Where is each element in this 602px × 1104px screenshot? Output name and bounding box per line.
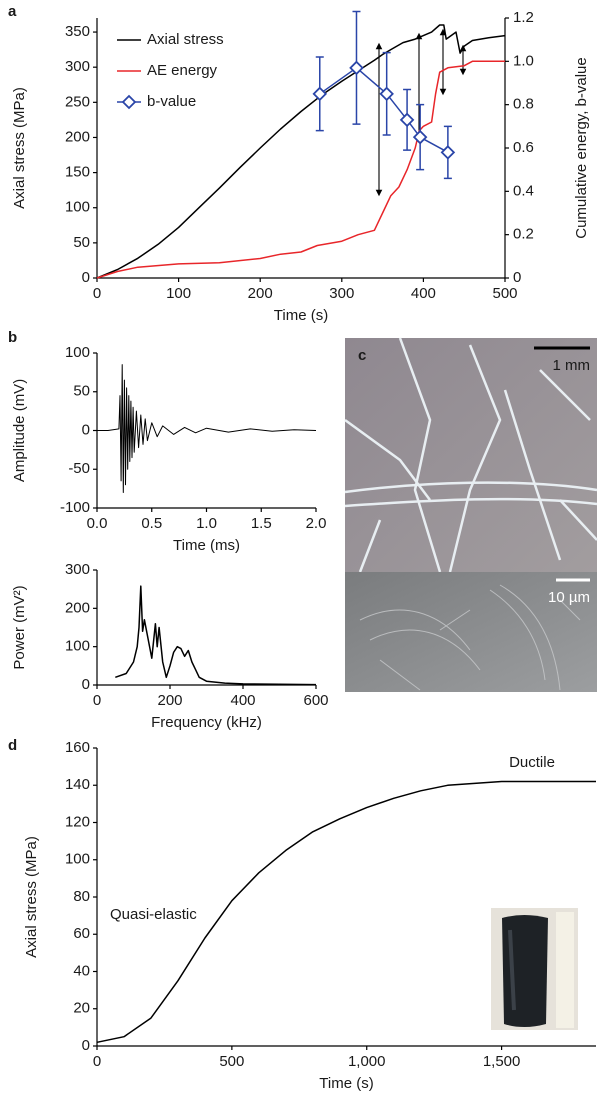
x-tick-label: 400 xyxy=(230,692,255,709)
panel-letter: a xyxy=(8,3,17,20)
scale-bar-label: 10 µm xyxy=(548,589,590,606)
stress-drop-arrows xyxy=(375,28,467,197)
x-tick-label: 200 xyxy=(248,285,273,302)
y2-tick-label: 1.2 xyxy=(513,9,534,26)
y2-tick-label: 0.4 xyxy=(513,182,534,199)
y-tick-label: 100 xyxy=(65,851,90,868)
y-tick-label: 150 xyxy=(65,164,90,181)
y-tick-label: 120 xyxy=(65,813,90,830)
y-tick-label: 0 xyxy=(82,421,90,438)
y2-tick-label: 0.6 xyxy=(513,139,534,156)
x-tick-label: 300 xyxy=(329,285,354,302)
x-tick-label: 600 xyxy=(303,692,328,709)
data-point xyxy=(412,129,428,145)
panel-letter: c xyxy=(358,347,366,364)
legend-label: b-value xyxy=(147,93,196,110)
data-point xyxy=(312,86,328,102)
data-line xyxy=(115,585,317,686)
sample-photo xyxy=(491,908,578,1030)
y-tick-label: 200 xyxy=(65,128,90,145)
panel-letter: d xyxy=(8,737,17,754)
y-tick-label: -100 xyxy=(60,499,90,516)
legend-marker xyxy=(121,94,137,110)
y-tick-label: 50 xyxy=(73,383,90,400)
annotation: Quasi-elastic xyxy=(110,906,197,923)
y-tick-label: 350 xyxy=(65,23,90,40)
x-tick-label: 1.5 xyxy=(251,515,272,532)
x-tick-label: 2.0 xyxy=(306,515,327,532)
y-axis-label: Power (mV²) xyxy=(11,585,28,669)
x-tick-label: 0.0 xyxy=(87,515,108,532)
x-axis-label: Time (s) xyxy=(319,1075,373,1092)
y-tick-label: 0 xyxy=(82,1037,90,1054)
y-tick-label: 20 xyxy=(73,1000,90,1017)
data-point xyxy=(440,145,456,160)
x-tick-label: 200 xyxy=(157,692,182,709)
y-tick-label: 140 xyxy=(65,776,90,793)
data-line xyxy=(96,24,506,279)
y-axis-label: Axial stress (MPa) xyxy=(23,836,40,958)
x-tick-label: 1,000 xyxy=(348,1053,386,1070)
y-axis-label: Amplitude (mV) xyxy=(11,379,28,482)
y-tick-label: 100 xyxy=(65,344,90,361)
y-tick-label: 40 xyxy=(73,962,90,979)
data-line xyxy=(96,60,505,279)
x-tick-label: 100 xyxy=(166,285,191,302)
x-tick-label: 400 xyxy=(411,285,436,302)
x-tick-label: 1.0 xyxy=(196,515,217,532)
legend-label: Axial stress xyxy=(147,31,224,48)
panel-letter: b xyxy=(8,329,17,346)
x-tick-label: 0 xyxy=(93,692,101,709)
y-tick-label: 80 xyxy=(73,888,90,905)
x-tick-label: 500 xyxy=(219,1053,244,1070)
annotation: Ductile xyxy=(509,754,555,771)
y-tick-label: 50 xyxy=(73,234,90,251)
y-tick-label: 300 xyxy=(65,561,90,578)
scale-bar-label: 1 mm xyxy=(553,357,591,374)
data-point xyxy=(379,86,394,102)
data-point xyxy=(349,60,364,76)
data-line xyxy=(319,67,449,153)
x-tick-label: 0 xyxy=(93,1053,101,1070)
y-tick-label: 250 xyxy=(65,93,90,110)
y-tick-label: 60 xyxy=(73,925,90,942)
data-line xyxy=(97,364,317,493)
y-tick-label: 160 xyxy=(65,739,90,756)
data-point xyxy=(399,112,415,128)
y-axis-label: Axial stress (MPa) xyxy=(11,87,28,209)
y-tick-label: 100 xyxy=(65,638,90,655)
y2-tick-label: 0.8 xyxy=(513,96,534,113)
y2-axis-label: Cumulative energy, b-value xyxy=(573,57,590,238)
y-tick-label: 200 xyxy=(65,599,90,616)
y-tick-label: 0 xyxy=(82,676,90,693)
y2-tick-label: 0.2 xyxy=(513,226,534,243)
y2-tick-label: 1.0 xyxy=(513,52,534,69)
x-axis-label: Time (s) xyxy=(274,307,328,324)
micrographs xyxy=(344,337,598,692)
data-line xyxy=(96,780,596,1044)
x-axis-label: Time (ms) xyxy=(173,537,240,554)
y-tick-label: 300 xyxy=(65,58,90,75)
y-tick-label: 100 xyxy=(65,199,90,216)
x-tick-label: 0.5 xyxy=(141,515,162,532)
x-tick-label: 500 xyxy=(492,285,517,302)
y-tick-label: -50 xyxy=(68,460,90,477)
legend-label: AE energy xyxy=(147,62,218,79)
x-tick-label: 0 xyxy=(93,285,101,302)
y2-tick-label: 0 xyxy=(513,269,521,286)
x-tick-label: 1,500 xyxy=(483,1053,521,1070)
x-axis-label: Frequency (kHz) xyxy=(151,714,262,731)
y-tick-label: 0 xyxy=(82,269,90,286)
